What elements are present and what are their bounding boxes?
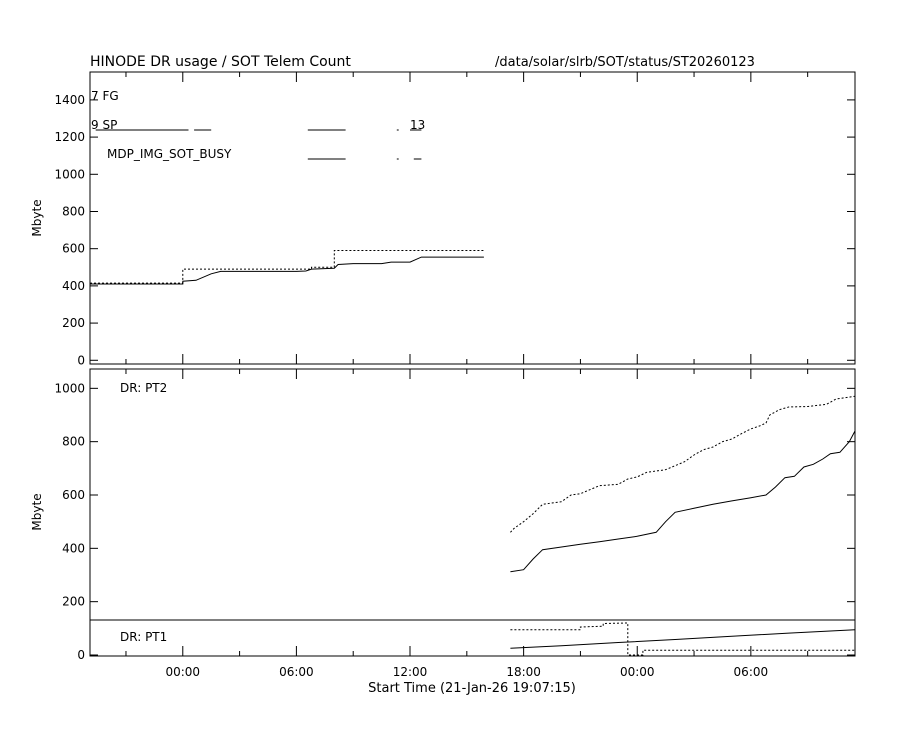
x-tick-label: 06:00: [734, 665, 769, 679]
legend-mdp-busy: MDP_IMG_SOT_BUSY: [107, 147, 232, 161]
bottom-ylabel: Mbyte: [30, 493, 44, 530]
x-tick-label: 12:00: [393, 665, 428, 679]
top-ytick-label: 0: [77, 353, 85, 367]
panel-label-pt1: DR: PT1: [120, 630, 167, 644]
top-ytick-label: 1000: [54, 167, 85, 181]
top-ytick-label: 800: [62, 204, 85, 218]
legend-sp: 9 SP: [91, 118, 117, 132]
top-ylabel: Mbyte: [30, 199, 44, 236]
sp-count-annotation: 13: [410, 118, 425, 132]
x-tick-label: 00:00: [165, 665, 200, 679]
legend-fg: 7 FG: [91, 89, 119, 103]
data-file-path: /data/solar/slrb/SOT/status/ST20260123: [495, 55, 755, 70]
x-axis-label: Start Time (21-Jan-26 19:07:15): [368, 681, 576, 696]
bottom-ytick-label: 200: [62, 595, 85, 609]
bottom-series-line-2: [510, 629, 856, 649]
top-ytick-label: 1400: [54, 93, 85, 107]
bottom-panel-frame: [89, 368, 856, 657]
panel-label-pt2: DR: PT2: [120, 381, 167, 395]
top-ytick-label: 1200: [54, 130, 85, 144]
top-panel: Mbyte 0 200 400 600 800 1000 1200 1400 7 FG 9 S…: [30, 71, 856, 367]
chart-title: HINODE DR usage / SOT Telem Count: [90, 54, 351, 70]
top-series-line-1: [90, 250, 484, 284]
x-tick-label: 18:00: [506, 665, 541, 679]
top-ytick-label: 600: [62, 242, 85, 256]
bottom-ytick-label: 0: [77, 648, 85, 662]
bottom-ytick-label: 400: [62, 541, 85, 555]
bottom-ytick-label: 600: [62, 488, 85, 502]
bottom-series-line-3: [510, 622, 855, 656]
top-ytick-label: 200: [62, 316, 85, 330]
top-panel-frame: [89, 71, 856, 365]
bottom-series-line-0: [510, 430, 856, 573]
x-tick-label: 06:00: [279, 665, 314, 679]
bottom-ytick-label: 800: [62, 435, 85, 449]
top-ytick-label: 400: [62, 279, 85, 293]
bottom-series-line-1: [510, 395, 856, 533]
top-series-line-0: [90, 256, 484, 285]
bottom-panel: Mbyte DR: PT2 DR: PT1 02004006008001000 …: [30, 368, 856, 696]
bottom-ytick-label: 1000: [54, 381, 85, 395]
x-tick-label: 00:00: [620, 665, 655, 679]
